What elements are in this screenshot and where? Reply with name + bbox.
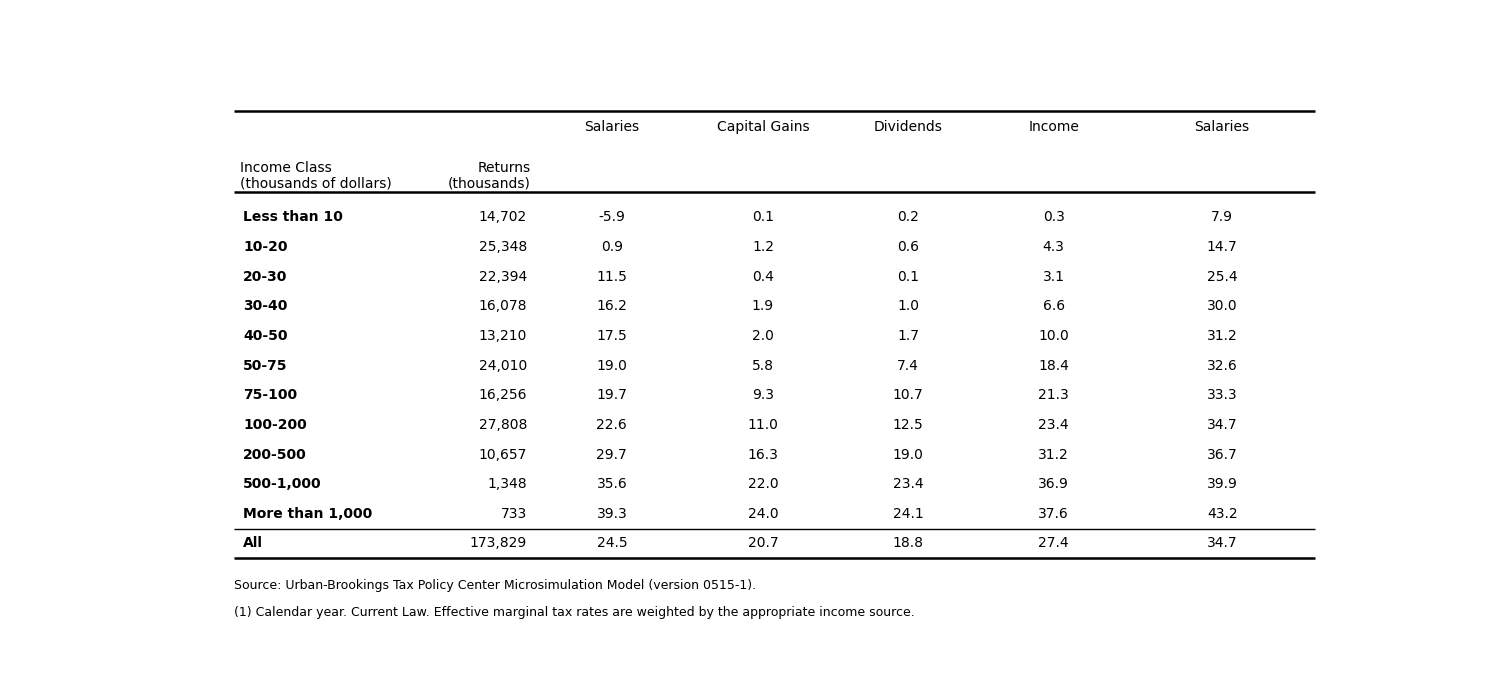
Text: 500-1,000: 500-1,000: [243, 477, 322, 491]
Text: 24.0: 24.0: [747, 507, 778, 521]
Text: 16,256: 16,256: [478, 389, 526, 402]
Text: 0.2: 0.2: [897, 211, 920, 225]
Text: 16.2: 16.2: [597, 300, 627, 314]
Text: 27,808: 27,808: [478, 418, 526, 432]
Text: 50-75: 50-75: [243, 358, 288, 372]
Text: 23.4: 23.4: [1038, 418, 1070, 432]
Text: 0.1: 0.1: [752, 211, 774, 225]
Text: 14.7: 14.7: [1206, 240, 1237, 254]
Text: 19.0: 19.0: [597, 358, 627, 372]
Text: 19.0: 19.0: [892, 447, 924, 461]
Text: 31.2: 31.2: [1206, 329, 1237, 343]
Text: 10.0: 10.0: [1038, 329, 1070, 343]
Text: 24.5: 24.5: [597, 536, 627, 550]
Text: 1.7: 1.7: [897, 329, 920, 343]
Text: 7.9: 7.9: [1210, 211, 1233, 225]
Text: 22,394: 22,394: [478, 270, 526, 284]
Text: Salaries: Salaries: [1194, 120, 1250, 134]
Text: 4.3: 4.3: [1042, 240, 1065, 254]
Text: 17.5: 17.5: [597, 329, 627, 343]
Text: 733: 733: [501, 507, 526, 521]
Text: 39.9: 39.9: [1206, 477, 1237, 491]
Text: 39.3: 39.3: [597, 507, 627, 521]
Text: 200-500: 200-500: [243, 447, 308, 461]
Text: 0.1: 0.1: [897, 270, 920, 284]
Text: 24,010: 24,010: [478, 358, 526, 372]
Text: 100-200: 100-200: [243, 418, 308, 432]
Text: 3.1: 3.1: [1042, 270, 1065, 284]
Text: 13,210: 13,210: [478, 329, 526, 343]
Text: 33.3: 33.3: [1208, 389, 1237, 402]
Text: 16.3: 16.3: [747, 447, 778, 461]
Text: 7.4: 7.4: [897, 358, 920, 372]
Text: 34.7: 34.7: [1208, 418, 1237, 432]
Text: 21.3: 21.3: [1038, 389, 1070, 402]
Text: 22.0: 22.0: [747, 477, 778, 491]
Text: 1,348: 1,348: [488, 477, 526, 491]
Text: 10.7: 10.7: [892, 389, 924, 402]
Text: 29.7: 29.7: [597, 447, 627, 461]
Text: 18.8: 18.8: [892, 536, 924, 550]
Text: 25,348: 25,348: [478, 240, 526, 254]
Text: 32.6: 32.6: [1206, 358, 1237, 372]
Text: 37.6: 37.6: [1038, 507, 1070, 521]
Text: 0.6: 0.6: [897, 240, 920, 254]
Text: 9.3: 9.3: [752, 389, 774, 402]
Text: 10,657: 10,657: [478, 447, 526, 461]
Text: 10-20: 10-20: [243, 240, 288, 254]
Text: Returns
(thousands): Returns (thousands): [447, 160, 531, 190]
Text: 6.6: 6.6: [1042, 300, 1065, 314]
Text: 5.8: 5.8: [752, 358, 774, 372]
Text: 30.0: 30.0: [1208, 300, 1237, 314]
Text: 0.9: 0.9: [602, 240, 622, 254]
Text: 1.9: 1.9: [752, 300, 774, 314]
Text: 36.7: 36.7: [1206, 447, 1237, 461]
Text: 1.2: 1.2: [752, 240, 774, 254]
Text: 36.9: 36.9: [1038, 477, 1070, 491]
Text: (1) Calendar year. Current Law. Effective marginal tax rates are weighted by the: (1) Calendar year. Current Law. Effectiv…: [234, 606, 915, 619]
Text: 18.4: 18.4: [1038, 358, 1070, 372]
Text: 27.4: 27.4: [1038, 536, 1070, 550]
Text: 30-40: 30-40: [243, 300, 288, 314]
Text: 11.0: 11.0: [747, 418, 778, 432]
Text: 23.4: 23.4: [892, 477, 924, 491]
Text: 35.6: 35.6: [597, 477, 627, 491]
Text: -5.9: -5.9: [598, 211, 625, 225]
Text: Salaries: Salaries: [585, 120, 639, 134]
Text: 22.6: 22.6: [597, 418, 627, 432]
Text: 25.4: 25.4: [1208, 270, 1237, 284]
Text: 19.7: 19.7: [597, 389, 627, 402]
Text: 1.0: 1.0: [897, 300, 920, 314]
Text: Capital Gains: Capital Gains: [717, 120, 810, 134]
Text: More than 1,000: More than 1,000: [243, 507, 372, 521]
Text: Source: Urban-Brookings Tax Policy Center Microsimulation Model (version 0515-1): Source: Urban-Brookings Tax Policy Cente…: [234, 579, 756, 592]
Text: 20-30: 20-30: [243, 270, 288, 284]
Text: Income: Income: [1028, 120, 1078, 134]
Text: Dividends: Dividends: [874, 120, 942, 134]
Text: 173,829: 173,829: [470, 536, 526, 550]
Text: Less than 10: Less than 10: [243, 211, 344, 225]
Text: 0.4: 0.4: [752, 270, 774, 284]
Text: 11.5: 11.5: [597, 270, 627, 284]
Text: 16,078: 16,078: [478, 300, 526, 314]
Text: 0.3: 0.3: [1042, 211, 1065, 225]
Text: 12.5: 12.5: [892, 418, 924, 432]
Text: 40-50: 40-50: [243, 329, 288, 343]
Text: 31.2: 31.2: [1038, 447, 1070, 461]
Text: 20.7: 20.7: [747, 536, 778, 550]
Text: 2.0: 2.0: [752, 329, 774, 343]
Text: 14,702: 14,702: [478, 211, 526, 225]
Text: Income Class
(thousands of dollars): Income Class (thousands of dollars): [240, 160, 392, 190]
Text: 75-100: 75-100: [243, 389, 297, 402]
Text: 43.2: 43.2: [1208, 507, 1237, 521]
Text: All: All: [243, 536, 264, 550]
Text: 34.7: 34.7: [1208, 536, 1237, 550]
Text: 24.1: 24.1: [892, 507, 924, 521]
